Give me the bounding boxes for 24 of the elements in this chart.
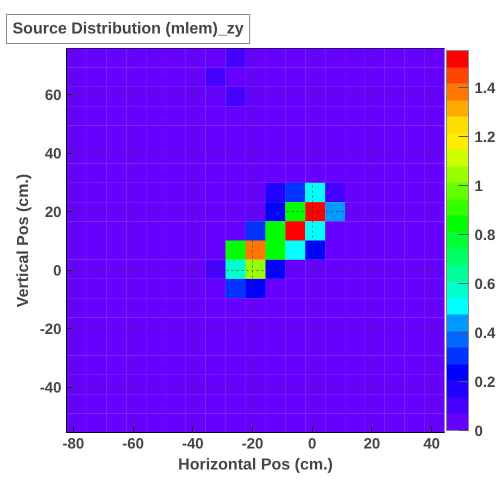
x-tick-label: -20 (242, 436, 264, 452)
color-bar-label: 0.4 (474, 324, 496, 342)
y-axis-title: Vertical Pos (cm.) (14, 174, 32, 308)
y-tick-label: 40 (44, 146, 62, 163)
x-tick-label: -60 (122, 436, 144, 452)
x-tick-label: 20 (364, 436, 380, 452)
y-tick-label: 60 (44, 87, 62, 104)
y-tick-label: 20 (44, 204, 62, 222)
y-tick-label: -20 (40, 321, 62, 338)
y-tick-label: 0 (53, 262, 62, 280)
color-bar-label: 1.4 (474, 80, 496, 97)
color-bar-label: 1.2 (474, 128, 496, 146)
x-tick-label: -40 (182, 436, 204, 452)
x-axis-title: Horizontal Pos (cm.) (178, 456, 333, 474)
color-bar-label: 0.8 (474, 226, 496, 244)
x-tick-label: 0 (308, 436, 316, 452)
y-tick-label: -40 (40, 380, 62, 397)
color-bar-label: 1 (474, 178, 483, 195)
color-bar-label: 0.2 (474, 374, 496, 391)
x-tick-label: -80 (62, 436, 84, 452)
color-bar-label: 0.6 (474, 276, 496, 293)
color-bar-label: 0 (474, 423, 483, 440)
chart-title: Source Distribution (mlem)_zy (12, 20, 244, 38)
x-tick-label: 40 (423, 436, 440, 452)
